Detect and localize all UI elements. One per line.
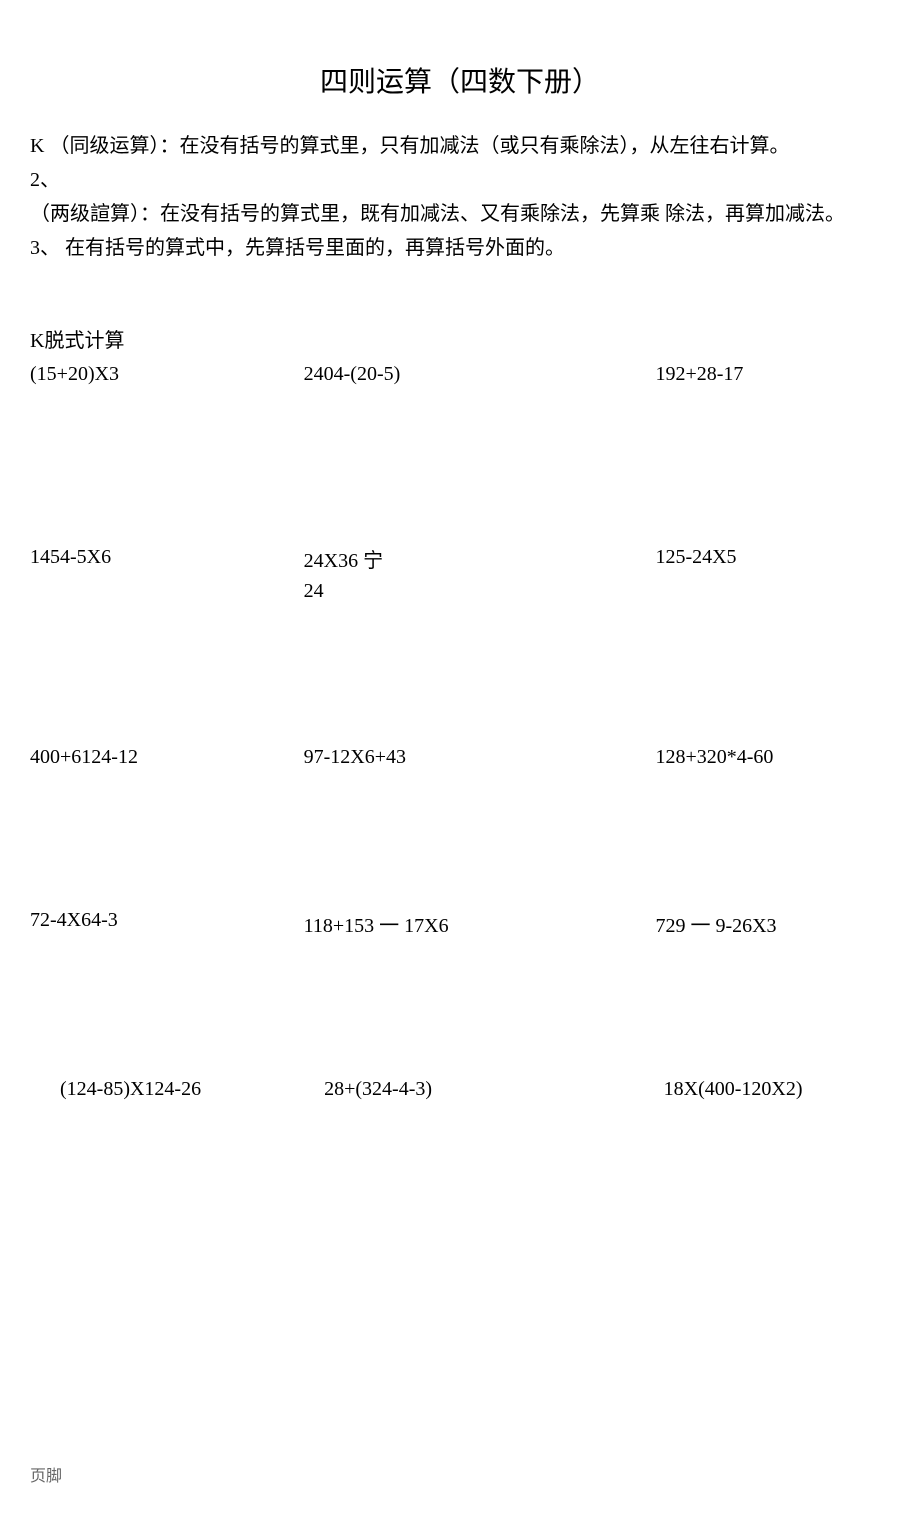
rules-section: K （同级运算）：在没有括号的算式里，只有加减法（或只有乘除法），从左往右计算。… [30,130,890,264]
document-title: 四则运算（四数下册） [30,60,890,100]
problem-cell: (15+20)X3 [30,363,304,386]
problem-row: (15+20)X3 2404-(20-5) 192+28-17 [30,363,890,386]
problem-cell: 192+28-17 [655,363,890,386]
problem-cell: 97-12X6+43 [304,746,656,769]
problem-cell: 2404-(20-5) [304,363,656,386]
problem-cell: 125-24X5 [655,546,890,606]
rule-line-3: （两级諠算）：在没有括号的算式里，既有加减法、又有乘除法，先算乘 除法，再算加减… [30,198,890,230]
problem-cell: 400+6124-12 [30,746,304,769]
rule-line-4: 3、 在有括号的算式中，先算括号里面的，再算括号外面的。 [30,232,890,264]
page-footer: 页脚 [30,1462,62,1486]
rule-line-1: K （同级运算）：在没有括号的算式里，只有加减法（或只有乘除法），从左往右计算。 [30,130,890,162]
rule-line-2: 2、 [30,164,890,196]
problem-row: 400+6124-12 97-12X6+43 128+320*4-60 [30,746,890,769]
problem-row: 1454-5X6 24X36 宁24 125-24X5 [30,546,890,606]
section-heading: K脱式计算 [30,324,890,353]
problem-row: 72-4X64-3 118+153 一 17X6 729 一 9-26X3 [30,909,890,938]
problem-cell: 1454-5X6 [30,546,304,606]
problem-cell: 729 一 9-26X3 [655,909,890,938]
problem-cell: 118+153 一 17X6 [304,909,656,938]
problem-cell: 128+320*4-60 [655,746,890,769]
problem-cell: 72-4X64-3 [30,909,304,938]
problem-cell: 18X(400-120X2) [664,1078,890,1101]
problem-cell: 24X36 宁24 [304,546,656,606]
problems-container: (15+20)X3 2404-(20-5) 192+28-17 1454-5X6… [30,363,890,1161]
problem-cell: (124-85)X124-26 [60,1078,324,1101]
problem-cell: 28+(324-4-3) [324,1078,664,1101]
problem-row: (124-85)X124-26 28+(324-4-3) 18X(400-120… [30,1078,890,1101]
